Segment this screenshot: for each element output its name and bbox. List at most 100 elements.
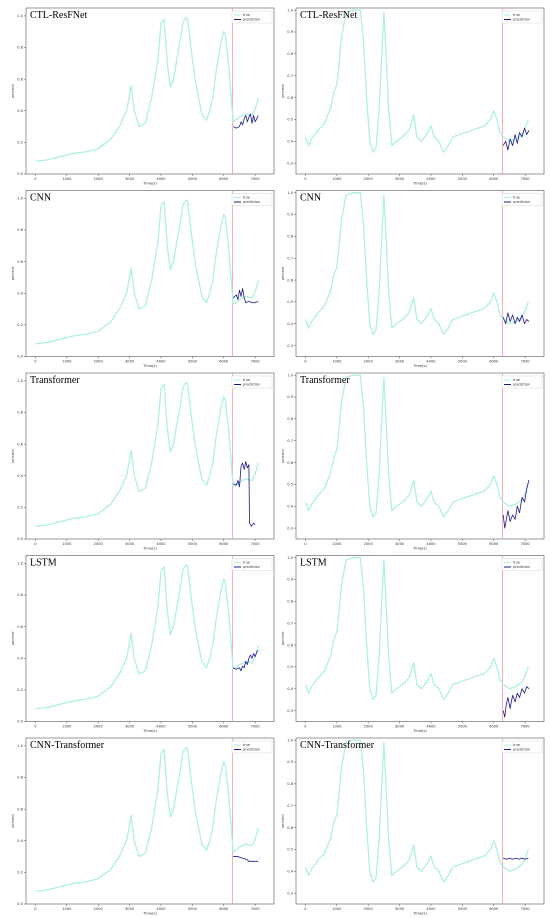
y-axis-label: percent (11, 84, 15, 98)
legend-box (231, 193, 273, 206)
x-tick-label: 4000 (426, 177, 436, 181)
y-tick-label: 0.2 (17, 141, 23, 145)
y-axis-label: percent (281, 449, 285, 463)
y-tick-label: 0.4 (287, 687, 293, 691)
x-tick-label: 4000 (156, 360, 166, 364)
y-tick-label: 0.6 (17, 260, 23, 264)
chart-panel-9: 0.0 0.2 0.4 0.6 0.8 1.0 0 1000 2000 3000 4000 5000 6… (11, 737, 275, 916)
x-tick-label: 1000 (332, 542, 342, 546)
x-tick-label: 5000 (188, 177, 198, 181)
y-axis-label: percent (281, 814, 285, 828)
x-tick-label: 2000 (364, 542, 374, 546)
x-tick-label: 2000 (94, 907, 104, 911)
x-tick-label: 1000 (62, 907, 72, 911)
y-tick-label: 0.7 (287, 256, 293, 260)
series-prediction-line (232, 288, 259, 304)
series-true-line (35, 564, 259, 710)
x-tick-label: 1000 (332, 177, 342, 181)
x-tick-label: 3000 (395, 907, 405, 911)
series-true-line (304, 9, 529, 153)
x-tick-label: 1000 (62, 725, 72, 729)
x-tick-label: 7000 (521, 177, 531, 181)
plot-frame (295, 7, 545, 175)
y-tick-label: 0.9 (287, 30, 293, 34)
y-tick-label: 0.6 (287, 643, 293, 647)
x-tick-label: 2000 (94, 542, 104, 546)
y-tick-label: 0.8 (17, 411, 23, 415)
series-true-line (35, 381, 259, 527)
y-tick-label: 0.4 (17, 291, 23, 295)
x-tick-label: 4000 (156, 725, 166, 729)
y-tick-label: 0.2 (17, 871, 23, 875)
legend-entry-prediction: prediction (513, 748, 530, 752)
series-true-line (35, 16, 259, 162)
chart-panel-10: 0.3 0.4 0.5 0.6 0.7 0.8 0.9 1.0 0 1000 2000 3000 400… (281, 737, 545, 916)
x-tick-label: 7000 (251, 360, 261, 364)
x-tick-label: 4000 (156, 542, 166, 546)
x-tick-label: 2000 (94, 725, 104, 729)
x-axis-label: Time(s) (142, 182, 157, 186)
y-tick-label: 0.6 (17, 807, 23, 811)
y-axis-label: percent (11, 631, 15, 645)
y-tick-label: 0.4 (287, 504, 293, 508)
x-tick-label: 5000 (458, 177, 468, 181)
y-tick-label: 0.4 (287, 322, 293, 326)
x-axis-label: Time(s) (142, 912, 157, 916)
x-tick-label: 2000 (364, 907, 374, 911)
y-tick-label: 0.4 (287, 869, 293, 873)
x-tick-label: 4000 (426, 907, 436, 911)
series-prediction-line (502, 479, 530, 529)
series-true-line (35, 199, 259, 345)
y-tick-label: 0.6 (17, 442, 23, 446)
x-tick-label: 5000 (188, 542, 198, 546)
panel-title: Transformer (300, 375, 350, 386)
legend-entry-true: true (513, 743, 520, 747)
y-tick-label: 0.0 (17, 537, 23, 541)
x-tick-label: 7000 (251, 907, 261, 911)
x-axis-label: Time(s) (142, 547, 157, 551)
chart-panel-7: 0.0 0.2 0.4 0.6 0.8 1.0 0 1000 2000 3000 4000 5000 6… (11, 555, 275, 733)
x-tick-label: 1000 (332, 725, 342, 729)
legend-box (501, 193, 543, 206)
y-tick-label: 0.3 (287, 709, 293, 713)
x-tick-label: 6000 (219, 907, 229, 911)
panel-title: CTL-ResFNet (300, 10, 357, 21)
x-tick-label: 7000 (521, 725, 531, 729)
legend-box (501, 10, 543, 24)
y-tick-label: 0.6 (17, 77, 23, 81)
x-tick-label: 2000 (94, 177, 104, 181)
x-tick-label: 6000 (219, 725, 229, 729)
series-prediction-line (233, 113, 259, 129)
legend-entry-prediction: prediction (243, 383, 260, 387)
y-tick-label: 0.3 (287, 891, 293, 895)
x-tick-label: 6000 (219, 360, 229, 364)
y-tick-label: 0.7 (287, 439, 293, 443)
x-tick-label: 2000 (364, 725, 374, 729)
x-tick-label: 3000 (395, 542, 405, 546)
x-tick-label: 5000 (458, 360, 468, 364)
y-axis-label: percent (281, 84, 285, 98)
plot-frame (25, 555, 275, 722)
y-tick-label: 0.8 (17, 46, 23, 50)
legend-entry-prediction: prediction (243, 18, 260, 22)
y-tick-label: 0.5 (287, 300, 293, 304)
x-tick-label: 2000 (364, 177, 374, 181)
series-true-line (304, 374, 529, 518)
y-tick-label: 0.7 (287, 804, 293, 808)
panel-title: CNN (300, 193, 321, 204)
y-tick-label: 0.0 (17, 172, 23, 176)
y-tick-label: 0.4 (17, 839, 23, 843)
x-tick-label: 0 (304, 360, 307, 364)
y-tick-label: 1.0 (287, 738, 293, 742)
x-tick-label: 6000 (219, 542, 229, 546)
x-tick-label: 4000 (156, 177, 166, 181)
y-axis-label: percent (11, 266, 15, 280)
legend-entry-true: true (243, 13, 250, 17)
series-prediction-line (503, 857, 529, 860)
y-tick-label: 0.6 (287, 826, 293, 830)
y-tick-label: 0.2 (17, 506, 23, 510)
y-tick-label: 1.0 (17, 562, 23, 566)
